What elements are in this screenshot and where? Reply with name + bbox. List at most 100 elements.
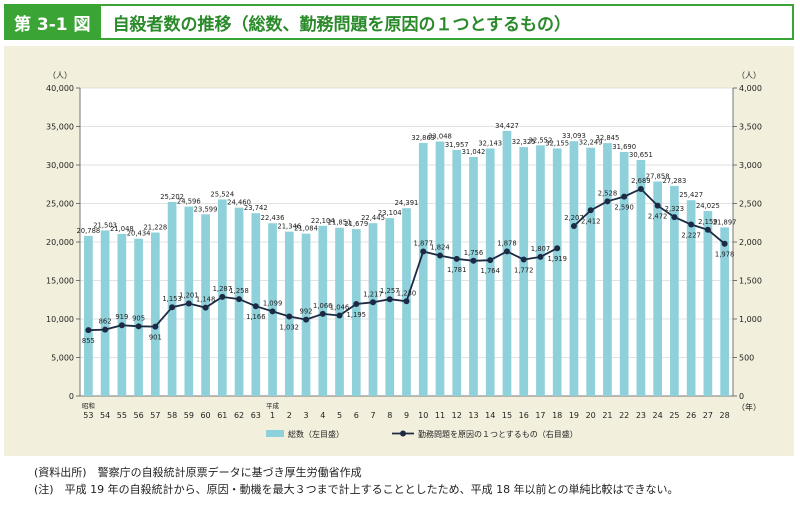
x-tick-label: 59 xyxy=(184,411,194,420)
x-tick-label: 24 xyxy=(653,411,663,420)
line-point xyxy=(554,245,561,252)
line-point xyxy=(386,296,393,303)
line-value-label: 2,323 xyxy=(665,205,684,213)
line-point xyxy=(102,326,109,333)
x-axis-unit: （年） xyxy=(737,402,761,412)
x-tick-label: 2 xyxy=(287,411,292,420)
chart-svg: 0 0 5,000 500 10,000 1,000 15,000 1,500 20,000 2,… xyxy=(46,71,762,439)
bar-value-label: 22,445 xyxy=(361,214,385,222)
line-point xyxy=(587,207,594,214)
bar-value-label: 31,690 xyxy=(612,143,636,151)
line-point xyxy=(303,316,310,323)
line-point xyxy=(319,310,326,317)
bar xyxy=(619,151,629,396)
left-tick-label: 0 xyxy=(69,392,74,401)
bar xyxy=(418,142,428,396)
notes: (資料出所) 警察庁の自殺統計原票データに基づき厚生労働省作成 (注) 平成 1… xyxy=(34,464,678,498)
line-value-label: 1,257 xyxy=(380,287,399,295)
line-value-label: 1,217 xyxy=(363,290,382,298)
line-value-label: 905 xyxy=(132,314,145,322)
bar-value-label: 32,155 xyxy=(545,139,569,147)
x-tick-label: 13 xyxy=(468,411,478,420)
bar-value-label: 27,283 xyxy=(662,177,686,185)
x-tick-label: 27 xyxy=(703,411,713,420)
right-tick-label: 1,000 xyxy=(739,315,762,324)
right-tick-label: 3,500 xyxy=(739,123,762,132)
bar xyxy=(502,130,512,396)
bar xyxy=(569,141,579,396)
x-tick-label: 28 xyxy=(720,411,730,420)
line-point xyxy=(503,248,510,255)
line-point xyxy=(688,221,695,228)
bar-value-label: 21,679 xyxy=(344,220,368,228)
bar-value-label: 33,048 xyxy=(428,133,452,141)
line-value-label: 1,099 xyxy=(263,299,282,307)
x-tick-label: 10 xyxy=(418,411,428,420)
bar-value-label: 32,552 xyxy=(529,136,553,144)
legend-bar-swatch xyxy=(266,430,284,437)
right-axis-unit: （人） xyxy=(737,71,761,80)
line-point xyxy=(520,256,527,263)
line-value-label: 1,258 xyxy=(229,287,248,295)
line-value-label: 901 xyxy=(149,334,162,342)
x-tick-label: 18 xyxy=(552,411,562,420)
x-tick-label: 15 xyxy=(502,411,512,420)
x-tick-label: 61 xyxy=(217,411,227,420)
line-point xyxy=(252,303,259,310)
x-tick-label: 16 xyxy=(519,411,529,420)
line-point xyxy=(219,293,226,300)
legend-line-label: 勤務問題を原因の１つとするもの（右目盛） xyxy=(418,429,578,439)
bar-value-label: 32,863 xyxy=(411,134,435,142)
line-value-label: 2,689 xyxy=(631,177,650,185)
x-tick-label: 60 xyxy=(200,411,210,420)
bar-value-label: 25,524 xyxy=(210,190,234,198)
x-tick-label: 4 xyxy=(320,411,325,420)
line-series-path xyxy=(573,187,726,245)
x-tick-label: 3 xyxy=(303,411,308,420)
bar xyxy=(134,238,143,396)
bar xyxy=(435,141,445,396)
bar xyxy=(485,148,495,396)
line-point xyxy=(537,253,544,260)
x-tick-label: 17 xyxy=(535,411,545,420)
line-value-label: 2,227 xyxy=(681,232,700,240)
line-value-label: 855 xyxy=(82,337,95,345)
bar-value-label: 32,249 xyxy=(579,139,603,147)
left-tick-label: 10,000 xyxy=(46,315,74,324)
line-point xyxy=(470,257,477,264)
bar xyxy=(368,223,378,396)
right-tick-label: 500 xyxy=(739,354,754,363)
x-tick-label: 58 xyxy=(167,411,177,420)
bar xyxy=(150,232,160,396)
bar xyxy=(167,201,177,396)
x-tick-label: 57 xyxy=(150,411,160,420)
bar xyxy=(100,230,110,396)
bar xyxy=(552,148,562,396)
line-point xyxy=(487,257,494,264)
x-tick-label: 11 xyxy=(435,411,445,420)
bar xyxy=(519,147,529,396)
bar-value-label: 32,325 xyxy=(512,138,536,146)
bar-value-label: 33,093 xyxy=(562,132,586,140)
bar xyxy=(469,156,478,396)
line-point xyxy=(118,322,125,329)
x-tick-label: 21 xyxy=(602,411,612,420)
line-point xyxy=(721,240,728,247)
left-tick-label: 30,000 xyxy=(46,161,74,170)
bar xyxy=(686,200,696,396)
line-point xyxy=(436,252,443,259)
bar-value-label: 25,202 xyxy=(160,193,184,201)
line-value-label: 1,148 xyxy=(196,296,215,304)
x-tick-label: 5 xyxy=(337,411,342,420)
line-value-label: 1,978 xyxy=(715,251,734,259)
line-point xyxy=(671,214,678,221)
bar-value-label: 32,143 xyxy=(478,139,502,147)
x-tick-label: 56 xyxy=(134,411,144,420)
right-tick-label: 0 xyxy=(739,392,744,401)
x-tick-label: 62 xyxy=(234,411,244,420)
line-value-label: 1,756 xyxy=(464,249,483,257)
line-value-label: 1,781 xyxy=(447,266,466,274)
bar-value-label: 23,742 xyxy=(244,204,268,212)
left-tick-label: 35,000 xyxy=(46,123,74,132)
line-point xyxy=(185,300,192,307)
